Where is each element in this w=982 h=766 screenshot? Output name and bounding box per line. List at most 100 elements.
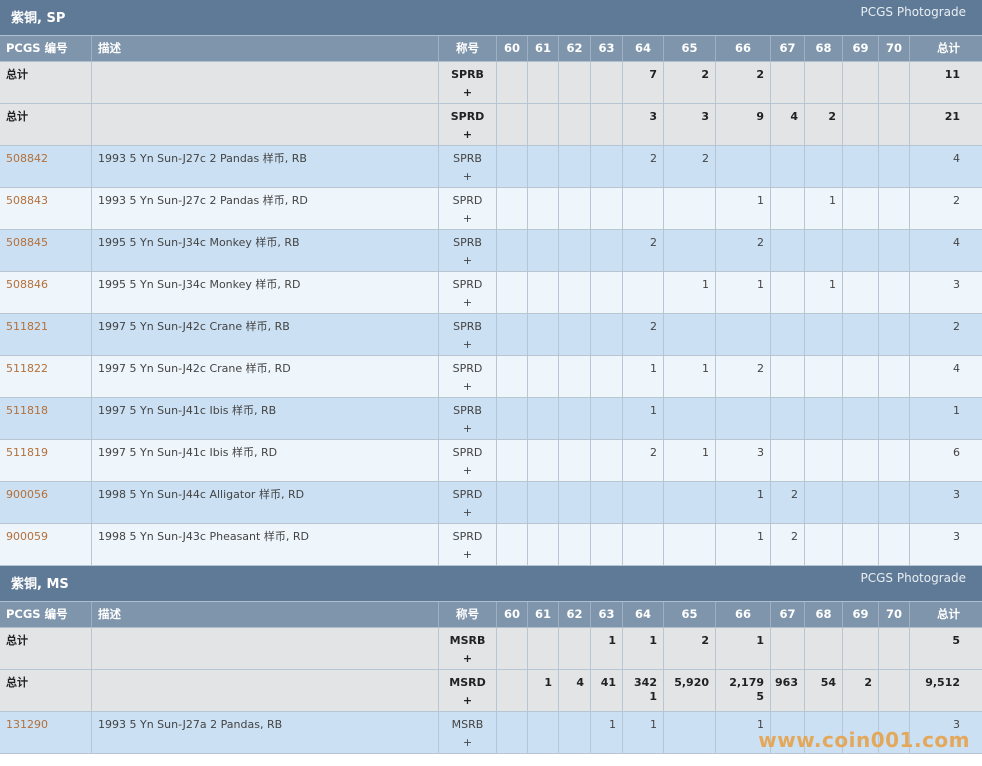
col-header-grade-70[interactable]: 70 bbox=[879, 36, 910, 61]
grade-count-65[interactable]: 1 bbox=[664, 356, 716, 397]
grade-count-64[interactable]: 1 bbox=[623, 628, 664, 669]
grade-count-65[interactable]: 1 bbox=[664, 440, 716, 481]
plus-marker[interactable]: + bbox=[462, 170, 473, 183]
grade-count-66[interactable]: 2,179 5 bbox=[716, 670, 771, 711]
col-header-grade-62[interactable]: 62 bbox=[559, 602, 591, 627]
col-header-grade-65[interactable]: 65 bbox=[664, 36, 716, 61]
col-header-grade-66[interactable]: 66 bbox=[716, 36, 771, 61]
grade-count-65[interactable]: 1 bbox=[664, 272, 716, 313]
grade-count-65[interactable]: 2 bbox=[664, 62, 716, 103]
grade-count-64[interactable]: 3 bbox=[623, 104, 664, 145]
grade-count-63[interactable]: 1 bbox=[591, 712, 623, 753]
grade-count-66[interactable]: 1 bbox=[716, 628, 771, 669]
grade-count-64[interactable]: 2 bbox=[623, 314, 664, 355]
plus-marker[interactable]: + bbox=[462, 338, 473, 351]
plus-marker[interactable]: + bbox=[462, 548, 473, 561]
grade-count-66[interactable]: 2 bbox=[716, 356, 771, 397]
grade-count-66[interactable]: 9 bbox=[716, 104, 771, 145]
grade-count-64[interactable]: 2 bbox=[623, 440, 664, 481]
grade-count-63[interactable]: 41 bbox=[591, 670, 623, 711]
grade-count-64[interactable]: 1 bbox=[623, 356, 664, 397]
col-header-grade-67[interactable]: 67 bbox=[771, 36, 805, 61]
col-header-grade-63[interactable]: 63 bbox=[591, 602, 623, 627]
grade-count-69[interactable]: 2 bbox=[843, 670, 879, 711]
col-header-grade-69[interactable]: 69 bbox=[843, 602, 879, 627]
col-header-desc[interactable]: 描述 bbox=[92, 36, 439, 61]
col-header-grade-70[interactable]: 70 bbox=[879, 602, 910, 627]
pcgs-number[interactable]: 900059 bbox=[0, 524, 92, 565]
grade-count-66[interactable]: 2 bbox=[716, 230, 771, 271]
col-header-grade-67[interactable]: 67 bbox=[771, 602, 805, 627]
grade-count-64[interactable]: 7 bbox=[623, 62, 664, 103]
grade-count-65[interactable]: 2 bbox=[664, 146, 716, 187]
pcgs-number[interactable]: 508843 bbox=[0, 188, 92, 229]
photograde-link[interactable]: PCGS Photograde bbox=[860, 5, 966, 19]
col-header-grade-69[interactable]: 69 bbox=[843, 36, 879, 61]
col-header-designation[interactable]: 称号 bbox=[439, 602, 497, 627]
grade-count-68[interactable]: 1 bbox=[805, 272, 843, 313]
plus-marker[interactable]: + bbox=[462, 128, 473, 141]
col-header-grade-65[interactable]: 65 bbox=[664, 602, 716, 627]
plus-marker[interactable]: + bbox=[462, 652, 473, 665]
grade-count-68[interactable]: 1 bbox=[805, 188, 843, 229]
pcgs-number[interactable]: 511819 bbox=[0, 440, 92, 481]
grade-count-68[interactable]: 2 bbox=[805, 104, 843, 145]
grade-count-66[interactable]: 1 bbox=[716, 188, 771, 229]
col-header-grade-68[interactable]: 68 bbox=[805, 36, 843, 61]
grade-count-66[interactable]: 1 bbox=[716, 482, 771, 523]
grade-count-67[interactable]: 963 bbox=[771, 670, 805, 711]
plus-marker[interactable]: + bbox=[462, 736, 473, 749]
plus-marker[interactable]: + bbox=[462, 464, 473, 477]
col-header-grade-64[interactable]: 64 bbox=[623, 602, 664, 627]
pcgs-number[interactable]: 511818 bbox=[0, 398, 92, 439]
col-header-designation[interactable]: 称号 bbox=[439, 36, 497, 61]
grade-count-62[interactable]: 4 bbox=[559, 670, 591, 711]
pcgs-number[interactable]: 508842 bbox=[0, 146, 92, 187]
pcgs-number[interactable]: 508845 bbox=[0, 230, 92, 271]
grade-count-61[interactable]: 1 bbox=[528, 670, 559, 711]
plus-marker[interactable]: + bbox=[462, 380, 473, 393]
pcgs-number[interactable]: 511821 bbox=[0, 314, 92, 355]
grade-count-65[interactable]: 2 bbox=[664, 628, 716, 669]
grade-count-68[interactable]: 54 bbox=[805, 670, 843, 711]
grade-count-66[interactable]: 1 bbox=[716, 712, 771, 753]
grade-count-64[interactable]: 1 bbox=[623, 712, 664, 753]
col-header-grade-60[interactable]: 60 bbox=[497, 36, 528, 61]
pcgs-number[interactable]: 511822 bbox=[0, 356, 92, 397]
grade-count-67[interactable]: 2 bbox=[771, 524, 805, 565]
col-header-desc[interactable]: 描述 bbox=[92, 602, 439, 627]
grade-count-64[interactable]: 1 bbox=[623, 398, 664, 439]
plus-marker[interactable]: + bbox=[462, 422, 473, 435]
col-header-grade-61[interactable]: 61 bbox=[528, 602, 559, 627]
grade-count-66[interactable]: 1 bbox=[716, 524, 771, 565]
grade-count-63[interactable]: 1 bbox=[591, 628, 623, 669]
col-header-grade-60[interactable]: 60 bbox=[497, 602, 528, 627]
col-header-grade-61[interactable]: 61 bbox=[528, 36, 559, 61]
grade-count-67[interactable]: 2 bbox=[771, 482, 805, 523]
grade-count-64[interactable]: 342 1 bbox=[623, 670, 664, 711]
col-header-total[interactable]: 总计 bbox=[937, 41, 960, 55]
photograde-link[interactable]: PCGS Photograde bbox=[860, 571, 966, 585]
grade-count-65[interactable]: 5,920 bbox=[664, 670, 716, 711]
col-header-grade-66[interactable]: 66 bbox=[716, 602, 771, 627]
grade-count-64[interactable]: 2 bbox=[623, 230, 664, 271]
plus-marker[interactable]: + bbox=[462, 506, 473, 519]
pcgs-number[interactable]: 131290 bbox=[0, 712, 92, 753]
col-header-grade-63[interactable]: 63 bbox=[591, 36, 623, 61]
plus-marker[interactable]: + bbox=[462, 296, 473, 309]
grade-count-65[interactable]: 3 bbox=[664, 104, 716, 145]
plus-marker[interactable]: + bbox=[462, 254, 473, 267]
pcgs-number[interactable]: 508846 bbox=[0, 272, 92, 313]
grade-count-66[interactable]: 2 bbox=[716, 62, 771, 103]
grade-count-66[interactable]: 1 bbox=[716, 272, 771, 313]
col-header-grade-62[interactable]: 62 bbox=[559, 36, 591, 61]
pcgs-number[interactable]: 900056 bbox=[0, 482, 92, 523]
plus-marker[interactable]: + bbox=[462, 694, 473, 707]
col-header-id[interactable]: PCGS 编号 bbox=[0, 602, 92, 627]
col-header-grade-68[interactable]: 68 bbox=[805, 602, 843, 627]
col-header-id[interactable]: PCGS 编号 bbox=[0, 36, 92, 61]
grade-count-67[interactable]: 4 bbox=[771, 104, 805, 145]
grade-count-66[interactable]: 3 bbox=[716, 440, 771, 481]
plus-marker[interactable]: + bbox=[462, 86, 473, 99]
col-header-total[interactable]: 总计 bbox=[937, 607, 960, 621]
